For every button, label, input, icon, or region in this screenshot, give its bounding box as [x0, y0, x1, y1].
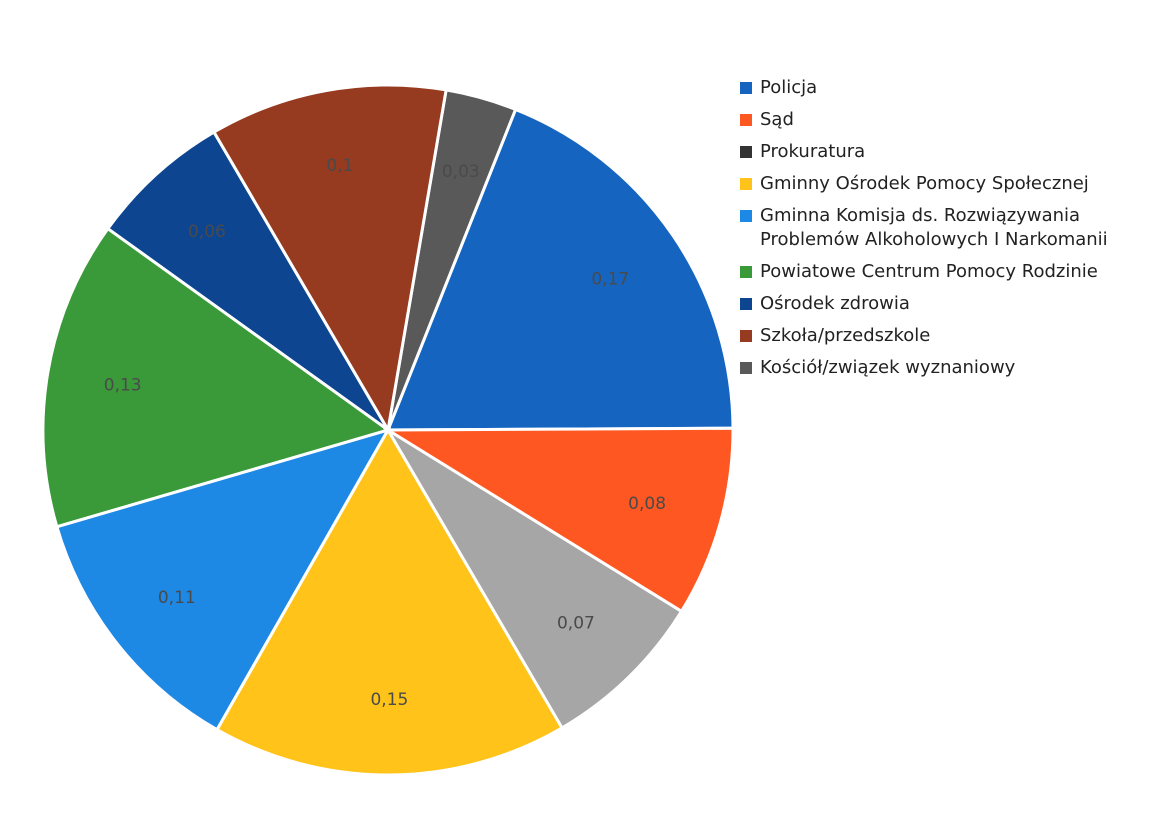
legend-swatch — [740, 266, 752, 278]
legend-swatch — [740, 330, 752, 342]
legend-item: Powiatowe Centrum Pomocy Rodzinie — [740, 256, 1145, 288]
legend-item: Kościół/związek wyznaniowy — [740, 352, 1145, 384]
legend-item: Sąd — [740, 104, 1145, 136]
legend-swatch — [740, 114, 752, 126]
legend-label: Kościół/związek wyznaniowy — [760, 357, 1016, 378]
legend-label: Ośrodek zdrowia — [760, 293, 910, 314]
pie-slice — [211, 83, 448, 435]
slice-value-label: 0,06 — [188, 222, 226, 242]
pie-slices — [41, 83, 735, 777]
legend-swatch — [740, 146, 752, 158]
legend-swatch — [740, 178, 752, 190]
pie-slice — [105, 130, 390, 432]
legend-item: Gminna Komisja ds. Rozwiązywania Problem… — [740, 200, 1145, 256]
legend-swatch — [740, 362, 752, 374]
slice-value-label: 0,13 — [104, 376, 142, 396]
legend-label: Policja — [760, 77, 818, 98]
pie-slice — [382, 426, 735, 614]
pie-slice — [215, 427, 565, 777]
pie-slice — [41, 226, 392, 529]
slice-value-label: 0,08 — [628, 494, 666, 514]
slice-value-label: 0,07 — [557, 614, 595, 634]
pie-data-labels: 0,17 0,03 0,1 0,06 0,13 0,11 0,15 0,07 0,08 — [104, 156, 666, 710]
pie-slice — [55, 427, 392, 732]
legend-label: Sąd — [760, 109, 794, 130]
legend-item: Szkoła/przedszkole — [740, 320, 1145, 352]
legend-swatch — [740, 298, 752, 310]
legend-item: Ośrodek zdrowia — [740, 288, 1145, 320]
legend-item: Policja — [740, 72, 1145, 104]
legend-label: Szkoła/przedszkole — [760, 325, 931, 346]
legend-swatch — [740, 82, 752, 94]
slice-value-label: 0,17 — [591, 269, 629, 289]
legend-label: Prokuratura — [760, 141, 866, 162]
pie-slice — [386, 428, 684, 730]
slice-value-label: 0,15 — [370, 690, 408, 710]
legend-label: Gminny Ośrodek Pomocy Społecznej — [760, 173, 1089, 194]
slice-value-label: 0,11 — [158, 588, 196, 608]
slice-value-label: 0,03 — [442, 162, 480, 182]
legend-label: Powiatowe Centrum Pomocy Rodzinie — [760, 261, 1098, 282]
slice-value-label: 0,1 — [326, 156, 353, 176]
legend-label: Gminna Komisja ds. Rozwiązywania Problem… — [760, 205, 1108, 250]
legend-swatch — [740, 210, 752, 222]
legend-item: Prokuratura — [740, 136, 1145, 168]
pie-slice — [385, 107, 735, 432]
chart-legend: Policja Sąd Prokuratura Gminny Ośrodek Pomo… — [740, 72, 1145, 384]
legend-item: Gminny Ośrodek Pomocy Społecznej — [740, 168, 1145, 200]
